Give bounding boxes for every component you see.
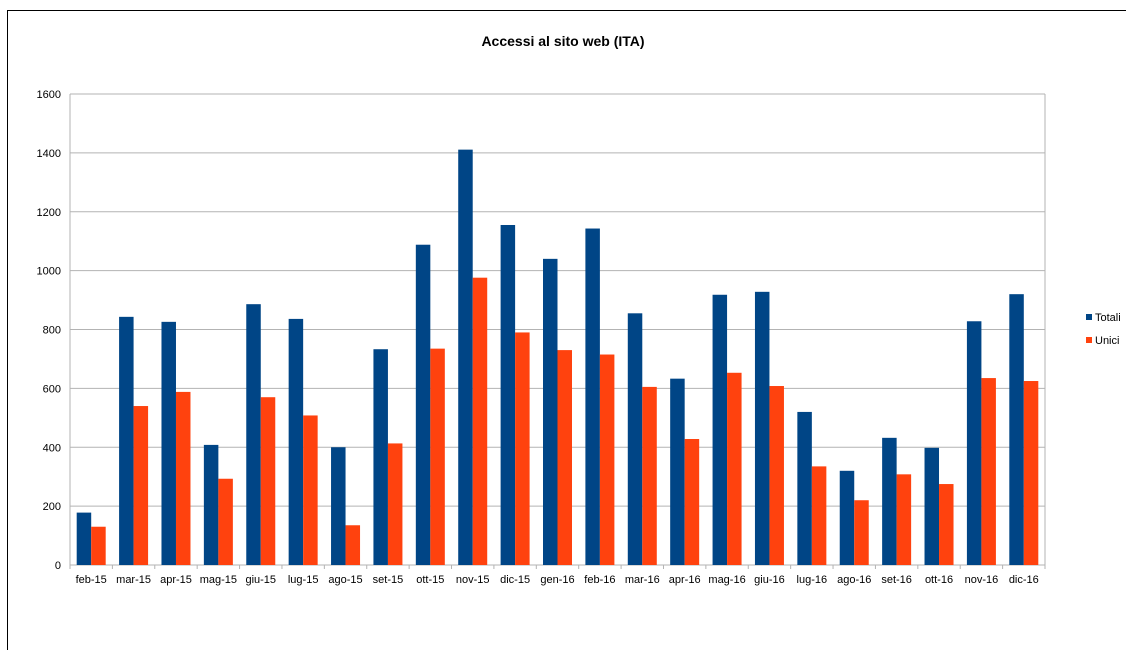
- bar-unici: [133, 406, 149, 565]
- x-tick-label: mar-16: [625, 574, 660, 586]
- x-tick-label: ott-16: [925, 574, 953, 586]
- bars: [76, 149, 1039, 566]
- bar-unici: [557, 350, 572, 565]
- bar-totali: [246, 304, 261, 565]
- bar-totali: [203, 444, 219, 565]
- x-tick-label: feb-15: [76, 574, 107, 586]
- legend-swatch-unici: [1086, 337, 1092, 343]
- bar-unici: [599, 354, 615, 565]
- bar-unici: [727, 372, 742, 565]
- bar-totali: [966, 321, 982, 565]
- y-tick-label: 1200: [37, 207, 61, 219]
- bar-totali: [500, 224, 516, 565]
- bar-totali: [331, 447, 346, 565]
- bar-totali: [458, 149, 473, 565]
- y-tick-label: 1600: [37, 89, 61, 101]
- legend-label-totali: Totali: [1095, 312, 1121, 324]
- bar-totali: [627, 313, 643, 565]
- x-tick-label: ott-15: [416, 574, 444, 586]
- y-tick-label: 800: [43, 325, 61, 337]
- bar-totali: [415, 244, 431, 565]
- bar-totali: [839, 470, 855, 565]
- x-tick-label: set-16: [881, 574, 912, 586]
- bar-totali: [670, 378, 685, 565]
- x-tick-label: mag-15: [200, 574, 237, 586]
- x-axis-ticks: feb-15 mar-15 apr-15 mag-15 giu-15 lug-15 ago-…: [69, 565, 1046, 586]
- y-tick-label: 1000: [37, 266, 61, 278]
- bar-unici: [896, 474, 912, 565]
- bar-unici: [981, 378, 996, 565]
- x-tick-label: set-15: [373, 574, 404, 586]
- y-tick-label: 600: [43, 383, 61, 395]
- x-tick-label: giu-15: [245, 574, 276, 586]
- x-tick-label: lug-16: [797, 574, 828, 586]
- y-axis-ticks: 0 200 400 600 800 1000 1200 1400 1600: [37, 89, 61, 572]
- legend-label-unici: Unici: [1095, 335, 1119, 347]
- bar-unici: [260, 397, 276, 565]
- legend: Totali Unici: [1086, 312, 1121, 347]
- x-tick-label: mag-16: [708, 574, 745, 586]
- bar-unici: [939, 484, 954, 565]
- y-tick-label: 200: [43, 501, 61, 513]
- x-tick-label: ago-15: [328, 574, 362, 586]
- x-tick-label: feb-16: [584, 574, 615, 586]
- bar-unici: [91, 526, 106, 565]
- bar-totali: [712, 294, 728, 565]
- x-tick-label: mar-15: [116, 574, 151, 586]
- bar-totali: [924, 447, 940, 565]
- bar-totali: [754, 291, 770, 565]
- bar-unici: [472, 277, 488, 565]
- bar-totali: [543, 258, 558, 565]
- bar-unici: [218, 478, 233, 565]
- x-tick-label: apr-15: [160, 574, 192, 586]
- bar-unici: [811, 466, 827, 565]
- chart-frame: [7, 10, 1126, 650]
- bar-totali: [585, 228, 600, 566]
- x-tick-label: dic-16: [1009, 574, 1039, 586]
- x-tick-label: nov-15: [456, 574, 490, 586]
- y-tick-label: 1400: [37, 148, 61, 160]
- bar-totali: [797, 411, 812, 565]
- x-tick-label: apr-16: [669, 574, 701, 586]
- bar-unici: [769, 386, 784, 565]
- chart: Accessi al sito web (ITA) 0 200 400 600 800 1…: [37, 33, 1121, 586]
- bar-totali: [119, 316, 134, 565]
- bar-totali: [373, 349, 388, 565]
- x-tick-label: ago-16: [837, 574, 871, 586]
- bar-unici: [175, 391, 191, 565]
- x-tick-label: giu-16: [754, 574, 785, 586]
- bar-totali: [288, 318, 304, 565]
- x-tick-label: lug-15: [288, 574, 319, 586]
- bar-unici: [303, 415, 318, 565]
- x-tick-label: gen-16: [540, 574, 574, 586]
- bar-unici: [515, 332, 530, 565]
- bar-unici: [430, 348, 445, 565]
- bar-totali: [76, 512, 92, 565]
- bar-unici: [854, 500, 869, 565]
- bar-unici: [1023, 381, 1039, 565]
- chart-title: Accessi al sito web (ITA): [481, 33, 644, 49]
- x-tick-label: dic-15: [500, 574, 530, 586]
- bar-unici: [387, 443, 403, 565]
- y-tick-label: 0: [55, 560, 61, 572]
- legend-swatch-totali: [1086, 314, 1092, 320]
- bar-totali: [882, 437, 897, 565]
- bar-unici: [684, 439, 700, 565]
- bar-unici: [642, 386, 657, 565]
- bar-unici: [345, 525, 361, 565]
- x-tick-label: nov-16: [965, 574, 999, 586]
- bar-totali: [1009, 294, 1024, 565]
- bar-totali: [161, 321, 176, 565]
- y-tick-label: 400: [43, 442, 61, 454]
